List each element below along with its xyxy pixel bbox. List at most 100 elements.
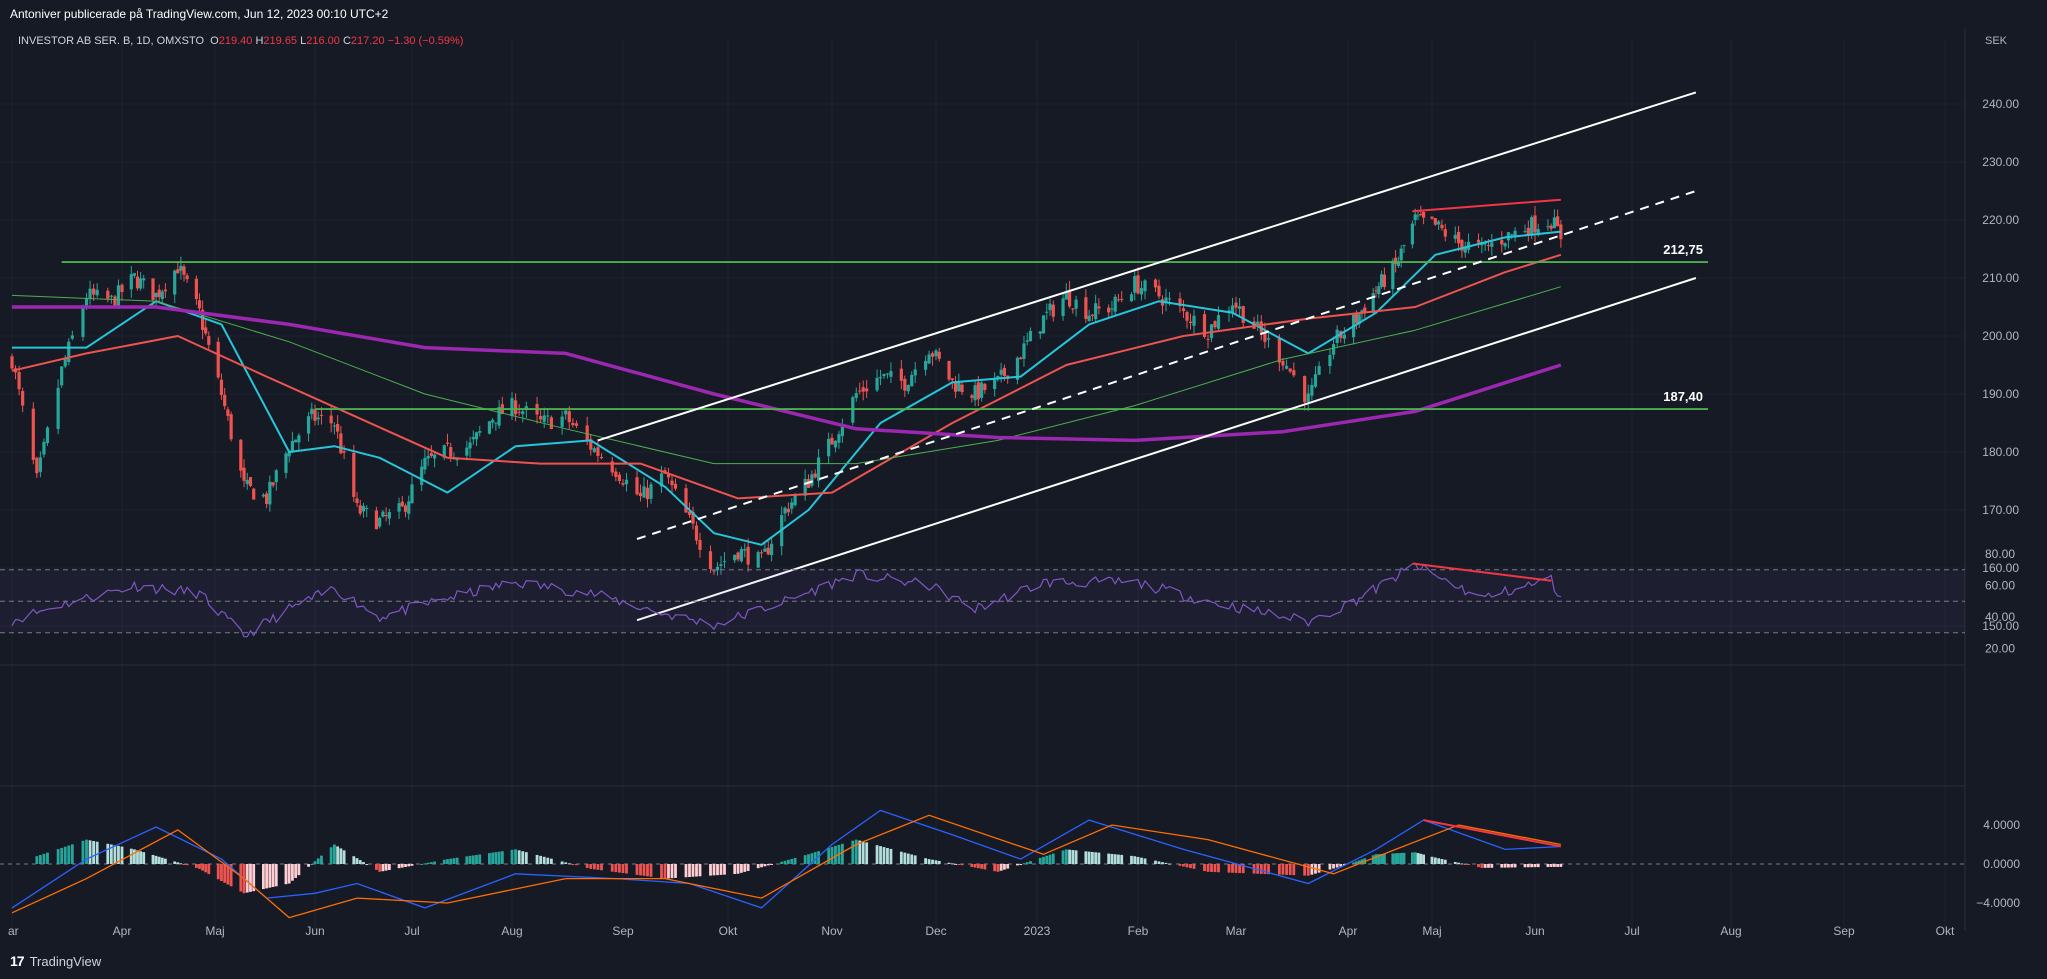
candle-body xyxy=(589,439,593,450)
macd-histogram-bar xyxy=(688,864,691,877)
macd-histogram-bar xyxy=(261,864,265,890)
candle-body xyxy=(261,494,265,497)
macd-histogram-bar xyxy=(1213,864,1217,873)
candle-body xyxy=(407,501,411,514)
macd-histogram-bar xyxy=(1068,849,1071,864)
macd-histogram-bar xyxy=(635,864,639,875)
candle-body xyxy=(358,505,362,514)
chart-grid xyxy=(0,28,1966,930)
macd-histogram-bar xyxy=(46,852,49,864)
candle-body xyxy=(342,451,346,453)
macd-histogram-bar xyxy=(1339,864,1343,867)
candle-body xyxy=(712,570,716,572)
macd-histogram-bar xyxy=(1556,864,1560,867)
currency-label[interactable]: SEK xyxy=(1984,35,2007,47)
candle-body xyxy=(1371,293,1375,314)
candle-body xyxy=(1136,275,1140,294)
candle-body xyxy=(1074,299,1078,309)
candle-body xyxy=(833,440,838,448)
macd-histogram-bar xyxy=(1500,864,1504,868)
macd-histogram-bar xyxy=(841,843,844,864)
macd-histogram-bar xyxy=(268,864,272,888)
candle-body xyxy=(287,452,291,457)
candle-body xyxy=(1202,314,1207,337)
macd-histogram-bar xyxy=(60,847,64,864)
macd-histogram-bar xyxy=(85,839,88,864)
candle-body xyxy=(1277,337,1281,363)
macd-histogram-bar xyxy=(1210,864,1213,872)
macd-histogram-bar xyxy=(854,839,858,864)
macd-histogram-bar xyxy=(1256,864,1260,874)
macd-histogram-bar xyxy=(182,864,186,865)
macd-histogram-bar xyxy=(362,862,365,864)
candle-body xyxy=(687,511,692,515)
macd-histogram-bar xyxy=(1154,860,1157,864)
macd-histogram-bar xyxy=(1140,857,1143,864)
macd-histogram-bar xyxy=(1029,861,1032,864)
macd-histogram-bar xyxy=(1457,862,1460,864)
macd-histogram-bar xyxy=(621,864,625,874)
candle-body xyxy=(1552,217,1556,229)
price-pane[interactable]: 212,75 187,40 xyxy=(10,91,1708,622)
tradingview-footer[interactable]: 17 TradingView xyxy=(10,953,101,969)
candle-body xyxy=(810,474,814,486)
macd-histogram-bar xyxy=(927,859,931,864)
candle-body xyxy=(759,552,764,554)
candle-body xyxy=(1549,225,1553,229)
macd-histogram-bar xyxy=(329,847,333,864)
macd-line xyxy=(11,809,1561,909)
rsi-pane[interactable] xyxy=(0,562,1965,638)
macd-histogram-bar xyxy=(763,864,767,867)
candle-body xyxy=(903,378,907,391)
candle-body xyxy=(432,454,437,459)
macd-histogram-bar xyxy=(1413,852,1417,864)
candle-body xyxy=(1533,215,1537,233)
candle-body xyxy=(271,482,275,486)
time-tick-label: Nov xyxy=(821,924,842,938)
macd-histogram-bar xyxy=(56,849,60,864)
macd-histogram-bar xyxy=(1490,864,1494,868)
close-label: C xyxy=(342,35,351,47)
candle-body xyxy=(927,354,931,364)
publish-header: Antoniver publicerade på TradingView.com… xyxy=(0,0,2047,28)
rsi-divergence-line xyxy=(1412,562,1552,582)
candle-body xyxy=(420,466,424,485)
macd-histogram-bar xyxy=(695,864,698,877)
macd-histogram-bar xyxy=(1110,853,1114,864)
candle-body xyxy=(1206,338,1210,340)
macd-histogram-bar xyxy=(220,864,223,882)
candle-body xyxy=(1120,298,1124,300)
macd-pane[interactable] xyxy=(0,809,1965,919)
candle-body xyxy=(216,341,220,378)
macd-histogram-bar xyxy=(129,848,133,864)
candle-body xyxy=(719,564,723,566)
candle-body xyxy=(1090,314,1094,316)
candle-body xyxy=(549,417,553,430)
candle-body xyxy=(374,510,379,530)
candle-body xyxy=(1192,315,1196,326)
macd-histogram-bar xyxy=(1402,852,1406,864)
macd-histogram-bar xyxy=(164,858,167,864)
macd-histogram-bar xyxy=(67,845,71,864)
candle-body xyxy=(1536,229,1540,233)
macd-histogram-bar xyxy=(195,864,198,868)
moving-average-line xyxy=(12,305,1562,443)
candle-body xyxy=(1456,231,1461,244)
macd-histogram-bar xyxy=(1526,864,1530,868)
symbol-name[interactable]: INVESTOR AB SER. B, 1D, OMXSTO xyxy=(18,35,205,47)
macd-histogram-bar xyxy=(1022,863,1026,865)
macd-histogram-bar xyxy=(500,851,504,864)
candle-body xyxy=(642,486,646,498)
macd-histogram-bar xyxy=(1483,864,1487,868)
symbol-legend[interactable]: INVESTOR AB SER. B, 1D, OMXSTO O219.40 H… xyxy=(18,35,463,47)
macd-histogram-bar xyxy=(983,864,987,870)
candle-body xyxy=(635,477,639,495)
macd-histogram-bar xyxy=(535,854,539,864)
macd-histogram-bar xyxy=(120,846,124,864)
level-label: 212,75 xyxy=(1663,242,1703,257)
candle-body xyxy=(715,566,720,571)
macd-histogram-bar xyxy=(1397,853,1400,864)
macd-histogram-bar xyxy=(1355,861,1358,864)
candle-body xyxy=(204,327,208,334)
